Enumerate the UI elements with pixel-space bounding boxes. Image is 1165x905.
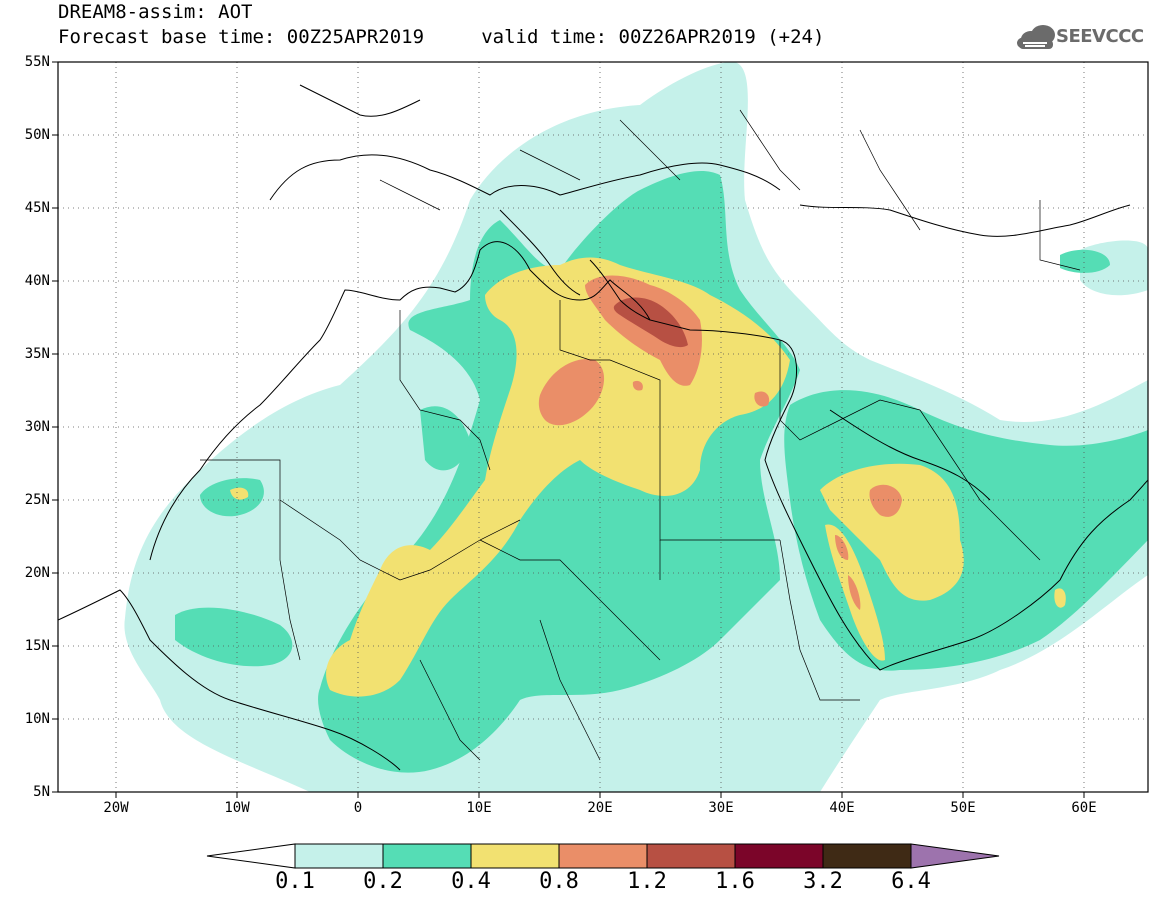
- lat-label-55n: 55N: [24, 54, 50, 70]
- lon-label-0: 0: [353, 800, 363, 816]
- lon-label-60e: 60E: [1071, 800, 1097, 816]
- lat-label-10n: 10N: [24, 711, 50, 727]
- lon-label-20e: 20E: [587, 800, 613, 816]
- colorbar-swatch-1.6: [734, 843, 824, 869]
- logo-text: SEEVCCC: [1056, 26, 1144, 47]
- aot-band-0.8: [538, 275, 902, 610]
- colorbar-label-1.6: 1.6: [715, 869, 755, 894]
- seevccc-logo: [1017, 25, 1055, 49]
- colorbar-swatch-0.2: [382, 843, 472, 869]
- colorbar-label-0.8: 0.8: [539, 869, 579, 894]
- lat-label-45n: 45N: [24, 200, 50, 216]
- lat-label-20n: 20N: [24, 565, 50, 581]
- colorbar-label-1.2: 1.2: [627, 869, 667, 894]
- lon-label-30e: 30E: [708, 800, 734, 816]
- colorbar-above-6.4: [910, 843, 1000, 869]
- lat-label-30n: 30N: [24, 419, 50, 435]
- lat-label-50n: 50N: [24, 127, 50, 143]
- colorbar-label-0.1: 0.1: [275, 869, 315, 894]
- colorbar: [206, 843, 1000, 869]
- colorbar-label-0.2: 0.2: [363, 869, 403, 894]
- colorbar-swatch-3.2: [822, 843, 912, 869]
- colorbar-label-3.2: 3.2: [803, 869, 843, 894]
- lat-label-40n: 40N: [24, 273, 50, 289]
- lon-label-20w: 20W: [103, 800, 129, 816]
- graticule: [58, 62, 1148, 792]
- lon-label-10w: 10W: [224, 800, 250, 816]
- coastlines: [58, 84, 1148, 771]
- forecast-time-subtitle: Forecast base time: 00Z25APR2019 valid t…: [58, 26, 825, 48]
- colorbar-label-6.4: 6.4: [891, 869, 931, 894]
- lat-label-15n: 15N: [24, 638, 50, 654]
- colorbar-swatch-1.2: [646, 843, 736, 869]
- lat-label-5n: 5N: [33, 784, 50, 800]
- lon-label-10e: 10E: [466, 800, 492, 816]
- lat-label-25n: 25N: [24, 492, 50, 508]
- lat-label-35n: 35N: [24, 346, 50, 362]
- colorbar-swatch-0.8: [558, 843, 648, 869]
- colorbar-label-0.4: 0.4: [451, 869, 491, 894]
- lon-label-40e: 40E: [829, 800, 855, 816]
- lon-label-50e: 50E: [950, 800, 976, 816]
- country-borders: [200, 109, 1081, 761]
- colorbar-swatch-0.1: [294, 843, 384, 869]
- colorbar-swatch-0.4: [470, 843, 560, 869]
- cloud-icon: [1017, 25, 1055, 49]
- chart-title: DREAM8-assim: AOT: [58, 1, 253, 23]
- colorbar-below-0.1: [206, 843, 296, 869]
